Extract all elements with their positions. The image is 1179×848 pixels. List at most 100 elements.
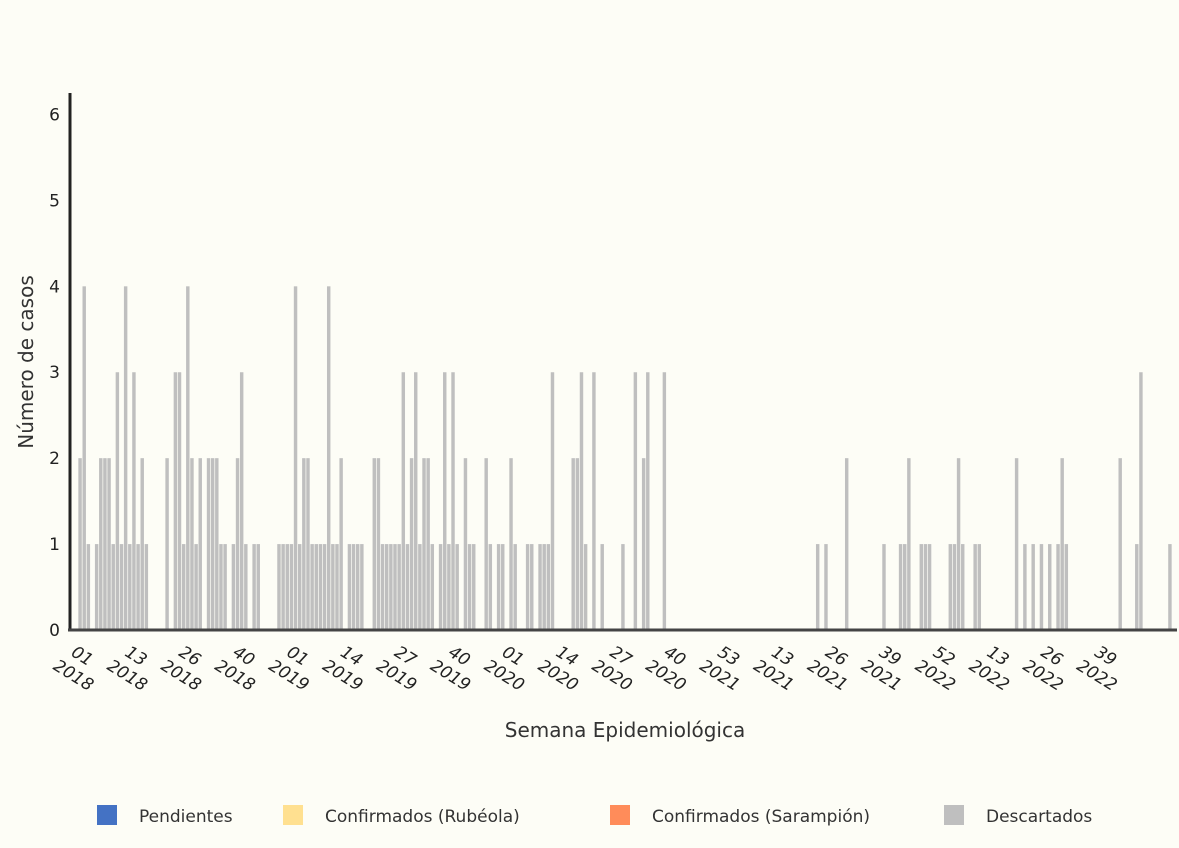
bar-descartados-194	[882, 544, 886, 630]
bar-descartados-28	[194, 544, 198, 630]
bar-descartados-42	[252, 544, 256, 630]
bar-descartados-23	[173, 372, 178, 630]
bar-descartados-43	[256, 544, 260, 630]
legend-swatch[interactable]	[944, 805, 964, 825]
bar-descartados-16	[144, 544, 149, 630]
bar-descartados-15	[140, 458, 144, 630]
bar-descartados-85	[430, 544, 435, 630]
bar-descartados-66	[351, 544, 356, 630]
y-tick-label: 1	[49, 535, 60, 555]
bar-descartados-211	[952, 544, 957, 630]
bar-descartados-109	[530, 544, 534, 630]
bar-descartados-87	[438, 544, 443, 630]
bar-descartados-237	[1060, 458, 1064, 630]
bar-descartados-76	[393, 544, 397, 630]
bar-descartados-48	[277, 544, 281, 630]
bar-descartados-112	[542, 544, 546, 630]
bar-descartados-210	[948, 544, 953, 630]
bar-descartados-141	[662, 372, 667, 630]
legend-swatch[interactable]	[610, 805, 630, 825]
legend-label[interactable]: Confirmados (Sarampión)	[652, 807, 870, 827]
bar-descartados-226	[1014, 458, 1019, 630]
y-tick-label: 2	[49, 449, 60, 469]
bar-descartados-178	[815, 544, 820, 630]
bar-descartados-56	[310, 544, 314, 630]
bar-descartados-65	[347, 544, 352, 630]
bar-descartados-104	[509, 458, 513, 630]
bar-descartados-59	[322, 544, 327, 630]
bar-descartados-33	[215, 458, 219, 630]
bar-descartados-6	[103, 458, 107, 630]
bar-descartados-113	[546, 544, 551, 630]
bar-descartados-0	[78, 458, 82, 630]
bar-descartados-4	[94, 544, 99, 630]
bar-descartados-21	[165, 458, 169, 630]
bar-descartados-25	[181, 544, 186, 630]
bar-descartados-38	[235, 458, 240, 630]
legend-swatch[interactable]	[97, 805, 117, 825]
bar-descartados-27	[190, 458, 194, 630]
bar-descartados-234	[1048, 544, 1052, 630]
bar-descartados-120	[575, 458, 580, 630]
legend-label[interactable]: Confirmados (Rubéola)	[325, 807, 520, 827]
y-tick-labels: 0 1 2 3 4 5 6	[49, 106, 60, 642]
bar-descartados-75	[389, 544, 393, 630]
bar-descartados-12	[128, 544, 132, 630]
bar-descartados-77	[397, 544, 401, 630]
bar-descartados-71	[372, 458, 377, 630]
bar-descartados-9	[115, 372, 120, 630]
bar-descartados-228	[1023, 544, 1027, 630]
legend-label[interactable]: Pendientes	[139, 807, 233, 827]
x-axis-title: Semana Epidemiológica	[505, 718, 746, 742]
bar-descartados-204	[923, 544, 928, 630]
bar-descartados-11	[123, 286, 128, 630]
bar-descartados-238	[1064, 544, 1069, 630]
bar-descartados-58	[318, 544, 323, 630]
bar-descartados-203	[919, 544, 924, 630]
bar-descartados-236	[1056, 544, 1060, 630]
bar-descartados-114	[550, 372, 555, 630]
bar-descartados-82	[418, 544, 422, 630]
legend-label[interactable]: Descartados	[986, 807, 1092, 827]
bar-descartados-80	[409, 458, 414, 630]
bar-descartados-136	[641, 458, 646, 630]
bar-descartados-205	[927, 544, 932, 630]
bar-descartados-55	[306, 458, 310, 630]
bar-descartados-251	[1118, 458, 1122, 630]
bar-descartados-108	[525, 544, 530, 630]
bar-descartados-255	[1135, 544, 1139, 630]
bar-descartados-50	[285, 544, 289, 630]
bar-descartados-198	[898, 544, 903, 630]
bar-descartados-134	[633, 372, 638, 630]
bar-descartados-24	[177, 372, 182, 630]
legend-swatch[interactable]	[283, 805, 303, 825]
bar-descartados-93	[463, 458, 468, 630]
bar-descartados-105	[513, 544, 517, 630]
bar-descartados-67	[355, 544, 360, 630]
bar-descartados-131	[621, 544, 625, 630]
bar-descartados-31	[206, 458, 211, 630]
bar-descartados-230	[1031, 544, 1035, 630]
bar-descartados-39	[239, 372, 244, 630]
bar-descartados-53	[297, 544, 302, 630]
y-tick-label: 6	[49, 106, 60, 126]
bar-descartados-91	[455, 544, 459, 630]
bar-descartados-122	[583, 544, 588, 630]
bar-descartados-90	[451, 372, 455, 630]
bar-descartados-78	[401, 372, 406, 630]
y-tick-label: 4	[49, 277, 60, 297]
bar-descartados-79	[405, 544, 410, 630]
y-tick-label: 5	[49, 191, 60, 211]
bar-descartados-74	[385, 544, 389, 630]
bar-descartados-49	[281, 544, 285, 630]
bar-descartados-34	[219, 544, 223, 630]
bar-descartados-32	[210, 458, 215, 630]
bar-descartados-217	[977, 544, 982, 630]
bar-descartados-216	[973, 544, 977, 630]
bar-descartados-213	[961, 544, 965, 630]
bar-descartados-101	[496, 544, 501, 630]
bar-descartados-37	[231, 544, 236, 630]
bar-descartados-72	[376, 458, 381, 630]
